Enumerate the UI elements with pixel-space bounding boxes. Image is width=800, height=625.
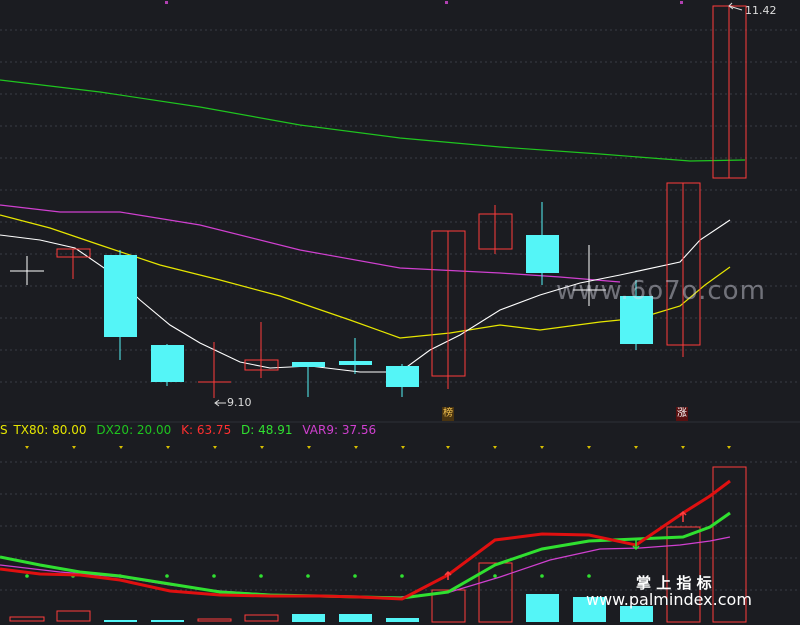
watermark-site-a: www.6o7o.com xyxy=(556,276,766,306)
max-price-label: 11.42 xyxy=(745,4,777,17)
legend-k: K: 63.75 xyxy=(181,423,232,437)
legend-d-name: D xyxy=(241,423,251,437)
price-arrows xyxy=(214,2,743,407)
candle xyxy=(10,256,44,285)
candle xyxy=(244,322,279,378)
candle xyxy=(431,230,466,389)
cross-arrows xyxy=(444,510,687,580)
indicator-bars xyxy=(9,466,747,623)
legend-var9-name: VAR9 xyxy=(302,423,334,437)
legend-k-name: K xyxy=(181,423,189,437)
candle xyxy=(573,245,606,306)
legend-dx20-value: 20.00 xyxy=(136,423,172,437)
indicator-markers xyxy=(25,446,731,449)
limit-up-badge: 涨 xyxy=(676,407,688,421)
ma-green-line xyxy=(0,79,746,162)
candle xyxy=(56,248,91,279)
candle xyxy=(666,182,701,357)
candle xyxy=(712,5,747,179)
watermark-site-b: www.palmindex.com xyxy=(586,590,752,609)
candles xyxy=(10,5,747,398)
candle xyxy=(620,280,653,350)
indicator-legend: S TX80: 80.00 DX20: 20.00 K: 63.75 D: 48… xyxy=(0,423,382,441)
ma-magenta-line xyxy=(0,204,621,283)
legend-prefix: S xyxy=(0,423,8,437)
candle xyxy=(386,364,419,397)
legend-d: D: 48.91 xyxy=(241,423,293,437)
top-markers xyxy=(165,1,683,4)
legend-var9: VAR9: 37.56 xyxy=(302,423,377,437)
legend-tx80-name: TX80 xyxy=(13,423,45,437)
legend-tx80: TX80: 80.00 xyxy=(13,423,87,437)
legend-dx20-name: DX20 xyxy=(96,423,130,437)
legend-d-value: 48.91 xyxy=(258,423,293,437)
candle xyxy=(151,344,184,386)
var9-line xyxy=(0,536,731,598)
rank-badge: 榜 xyxy=(442,407,454,421)
watermark-site-b-cn: 掌 上 指 标 xyxy=(636,574,712,592)
legend-dx20: DX20: 20.00 xyxy=(96,423,172,437)
candle xyxy=(198,342,231,398)
min-price-label: 9.10 xyxy=(227,396,252,409)
candle xyxy=(292,362,325,397)
candle xyxy=(526,202,559,285)
candle xyxy=(104,250,137,360)
candle xyxy=(339,338,372,374)
legend-var9-value: 37.56 xyxy=(341,423,377,437)
candle xyxy=(478,205,513,254)
k-line xyxy=(0,479,731,601)
legend-k-value: 63.75 xyxy=(196,423,232,437)
legend-tx80-value: 80.00 xyxy=(52,423,87,437)
